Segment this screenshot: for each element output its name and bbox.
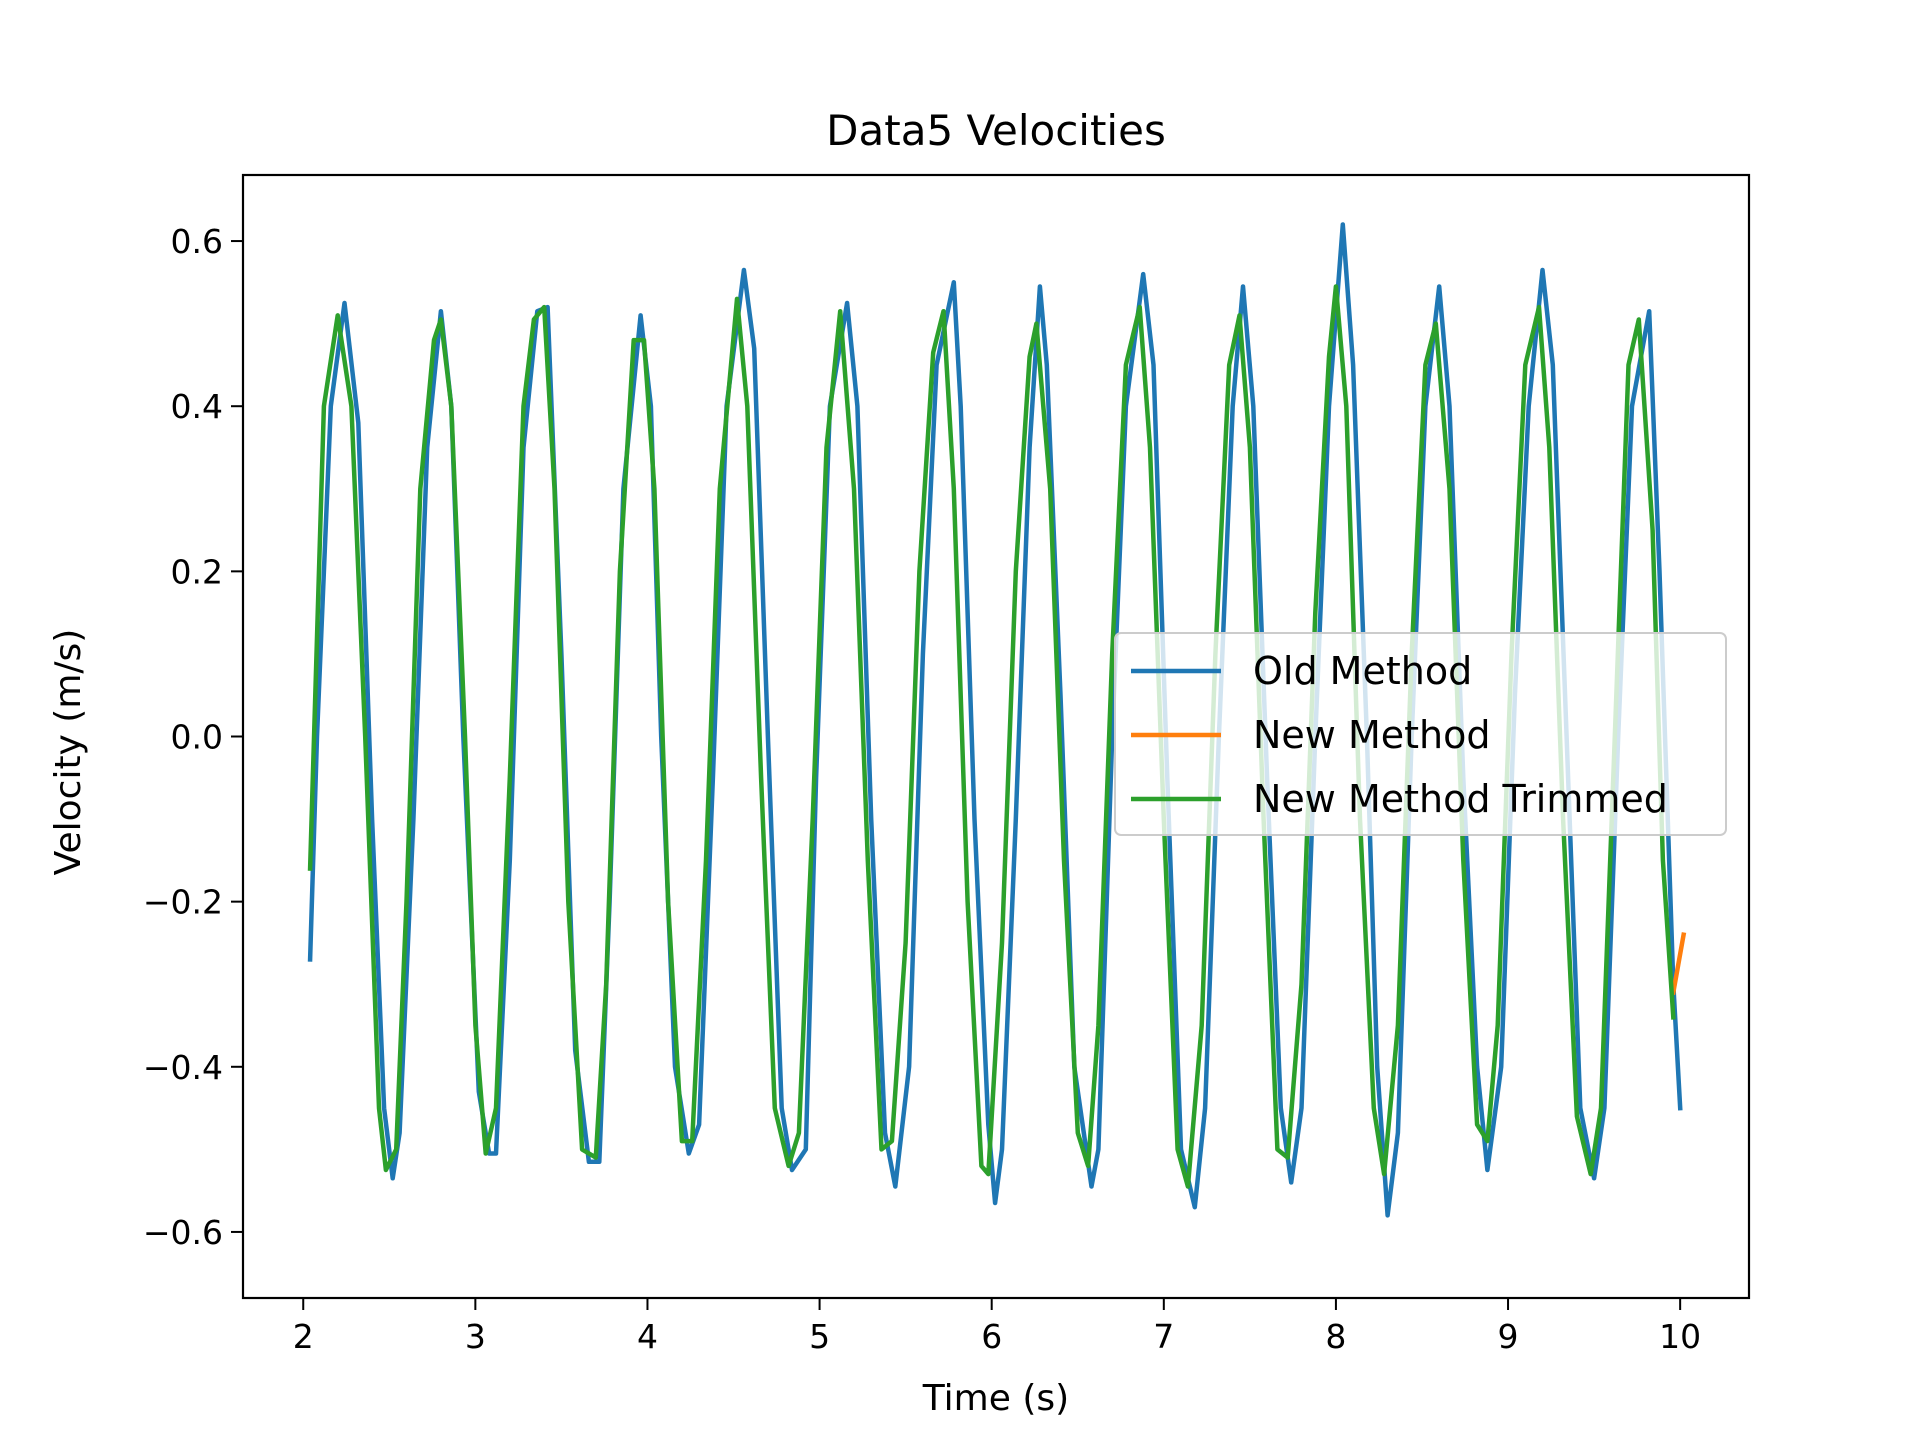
x-tick-label: 7 [1153, 1317, 1174, 1356]
legend: Old Method New Method New Method Trimmed [1114, 632, 1727, 836]
series-lines [307, 222, 1687, 1218]
x-tick-label: 6 [981, 1317, 1002, 1356]
x-tick-label: 5 [809, 1317, 830, 1356]
legend-label: Old Method [1253, 649, 1472, 693]
y-tick-label: −0.6 [143, 1213, 223, 1252]
y-tick-label: 0.4 [171, 387, 223, 426]
x-axis-ticks: 2 3 4 5 6 7 8 9 10 [293, 1298, 1701, 1356]
y-tick-label: −0.2 [143, 883, 223, 922]
y-tick-label: −0.4 [143, 1048, 223, 1087]
x-axis-label: Time (s) [922, 1378, 1069, 1419]
x-tick-label: 4 [637, 1317, 658, 1356]
y-tick-label: 0.0 [171, 718, 223, 757]
y-tick-label: 0.6 [171, 222, 223, 261]
y-axis-label: Velocity (m/s) [48, 629, 89, 876]
chart-title: Data5 Velocities [826, 106, 1166, 155]
series-line-new-method-trimmed [307, 284, 1676, 1189]
legend-box [1114, 632, 1727, 836]
legend-label: New Method Trimmed [1253, 777, 1668, 821]
series-line-new-method [1670, 932, 1687, 996]
series-line-old-method [307, 222, 1683, 1218]
y-axis-ticks: −0.6 −0.4 −0.2 0.0 0.2 0.4 0.6 [143, 222, 243, 1252]
x-tick-label: 8 [1325, 1317, 1346, 1356]
x-tick-label: 9 [1498, 1317, 1519, 1356]
y-tick-label: 0.2 [171, 552, 223, 591]
x-tick-label: 2 [293, 1317, 314, 1356]
x-tick-label: 10 [1659, 1317, 1701, 1356]
x-tick-label: 3 [465, 1317, 486, 1356]
legend-label: New Method [1253, 713, 1490, 757]
